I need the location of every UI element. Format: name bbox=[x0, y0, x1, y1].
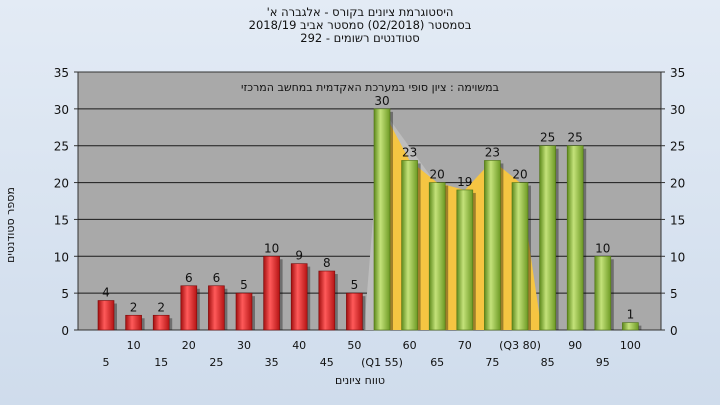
x-tick-label: 75 bbox=[485, 356, 499, 369]
bar-90 bbox=[566, 145, 584, 331]
x-tick-label: (Q3 80) bbox=[499, 339, 541, 352]
bar-30 bbox=[235, 292, 253, 331]
x-tick-label: 65 bbox=[430, 356, 444, 369]
x-axis-ticks: 5 10 15 20 25 30 35 40 45 50(Q1 55)60 65 70 75(Q3 80… bbox=[103, 339, 641, 369]
bar-Q155 bbox=[373, 108, 391, 331]
x-tick-label: 95 bbox=[596, 356, 610, 369]
y-tick-label-left: 20 bbox=[54, 177, 69, 191]
x-tick-label: 40 bbox=[292, 339, 306, 352]
bar-Q380 bbox=[511, 182, 529, 331]
y-tick-label-left: 15 bbox=[54, 213, 69, 227]
bar-value-label: 30 bbox=[374, 94, 389, 108]
bar-value-label: 25 bbox=[568, 131, 583, 145]
x-tick-label: 35 bbox=[265, 356, 279, 369]
bar-5 bbox=[97, 300, 115, 331]
chart-title-line-2: בסמסטר (02/2018) סמסטר אביב 2018/19 bbox=[248, 18, 472, 32]
bar-50 bbox=[346, 292, 363, 331]
bar-value-label: 6 bbox=[185, 271, 193, 285]
bar-45 bbox=[318, 270, 336, 331]
chart-title: 'היסטוגרמת ציונים בקורס - אלגברה א בסמסט… bbox=[0, 6, 720, 45]
bar-value-label: 20 bbox=[512, 168, 527, 182]
x-axis-title: טווח ציונים bbox=[335, 374, 385, 387]
bar-value-label: 23 bbox=[402, 145, 417, 159]
bar-value-label: 1 bbox=[627, 308, 635, 322]
value-labels: 4 2 2 6 6 5 10 9 8 5 30 23 20 19 23 20 25 25 10 1 bbox=[102, 94, 634, 322]
gridlines bbox=[78, 108, 661, 294]
y-tick-label-right: 0 bbox=[670, 324, 678, 338]
bar-10 bbox=[125, 314, 142, 331]
bar-value-label: 10 bbox=[595, 241, 610, 255]
x-tick-label: 20 bbox=[182, 339, 196, 352]
bar-70 bbox=[456, 189, 474, 331]
bar-value-label: 19 bbox=[457, 175, 472, 189]
x-tick-label: 70 bbox=[458, 339, 472, 352]
x-tick-label: 60 bbox=[403, 339, 417, 352]
x-tick-label: 90 bbox=[568, 339, 582, 352]
bar-value-label: 4 bbox=[102, 286, 110, 300]
bar-75 bbox=[484, 160, 501, 331]
x-tick-label: (Q1 55) bbox=[361, 356, 403, 369]
bar-20 bbox=[180, 285, 198, 331]
x-tick-label: 50 bbox=[347, 339, 361, 352]
y-tick-label-left: 10 bbox=[54, 250, 69, 264]
y-tick-label-right: 5 bbox=[670, 287, 678, 301]
x-tick-label: 45 bbox=[320, 356, 334, 369]
bar-35 bbox=[263, 255, 280, 331]
bar-value-label: 6 bbox=[213, 271, 221, 285]
x-tick-label: 15 bbox=[154, 356, 168, 369]
y-tick-label-right: 35 bbox=[670, 66, 685, 80]
bar-95 bbox=[594, 255, 612, 331]
bar-value-label: 20 bbox=[430, 168, 445, 182]
x-tick-label: 100 bbox=[620, 339, 641, 352]
y-tick-label-right: 20 bbox=[670, 177, 685, 191]
bar-60 bbox=[401, 160, 418, 331]
x-tick-label: 5 bbox=[103, 356, 110, 369]
bar-value-label: 9 bbox=[295, 249, 303, 263]
bar-65 bbox=[428, 182, 446, 331]
y-axis-title: מספר סטודנטים bbox=[4, 187, 17, 263]
bar-value-label: 8 bbox=[323, 256, 331, 270]
y-tick-label-left: 25 bbox=[54, 140, 69, 154]
bars bbox=[97, 108, 642, 331]
x-tick-label: 85 bbox=[541, 356, 555, 369]
y-tick-label-left: 5 bbox=[61, 287, 69, 301]
y-tick-label-left: 30 bbox=[54, 103, 69, 117]
bar-15 bbox=[152, 314, 170, 331]
bar-100 bbox=[622, 322, 639, 331]
bar-40 bbox=[290, 263, 308, 331]
chart-annotation: במשוימה : ציון סופי במערכת האקדמית במחשב… bbox=[241, 81, 499, 94]
bar-value-label: 5 bbox=[240, 278, 248, 292]
y-tick-label-left: 35 bbox=[54, 66, 69, 80]
x-tick-label: 25 bbox=[209, 356, 223, 369]
bar-value-label: 25 bbox=[540, 131, 555, 145]
x-tick-label: 30 bbox=[237, 339, 251, 352]
y-tick-label-right: 10 bbox=[670, 250, 685, 264]
bar-85 bbox=[539, 145, 556, 331]
y-tick-label-right: 15 bbox=[670, 213, 685, 227]
x-tick-label: 10 bbox=[127, 339, 141, 352]
bar-value-label: 5 bbox=[351, 278, 359, 292]
y-tick-label-right: 30 bbox=[670, 103, 685, 117]
y-tick-label-left: 0 bbox=[61, 324, 69, 338]
y-tick-label-right: 25 bbox=[670, 140, 685, 154]
bar-value-label: 23 bbox=[485, 145, 500, 159]
chart-title-line-3: סטודנטים רשומים - 292 bbox=[300, 31, 420, 45]
bar-value-label: 2 bbox=[130, 300, 138, 314]
bar-value-label: 10 bbox=[264, 241, 279, 255]
chart-title-line-1: 'היסטוגרמת ציונים בקורס - אלגברה א bbox=[266, 5, 454, 19]
bar-25 bbox=[208, 285, 225, 331]
bar-value-label: 2 bbox=[157, 300, 165, 314]
